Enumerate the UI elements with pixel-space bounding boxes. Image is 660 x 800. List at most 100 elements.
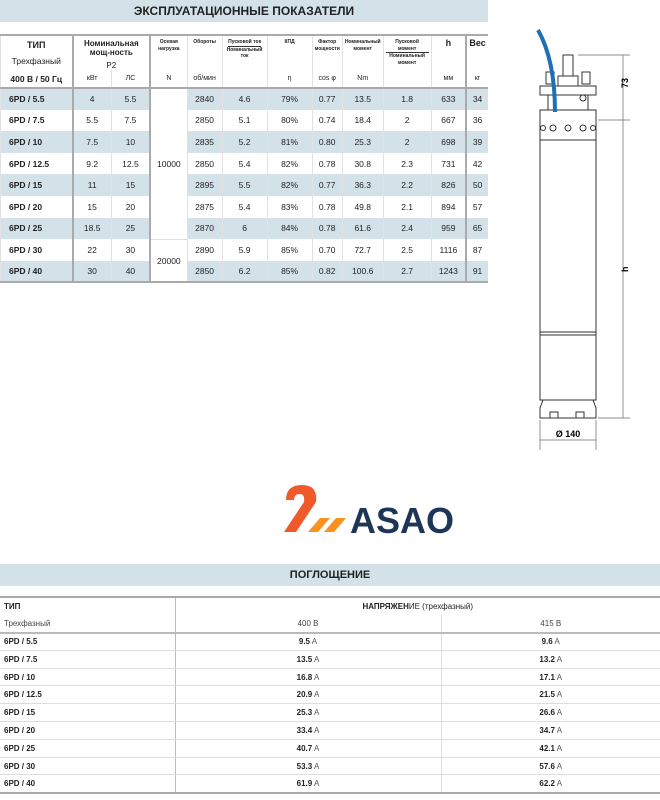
torque-cell: 100.6 — [341, 260, 384, 283]
start-current-cell: 5.4 — [221, 195, 268, 218]
unit-blank — [382, 70, 432, 89]
pf-cell: 0.70 — [311, 239, 343, 261]
model-cell: 6PD / 15 — [0, 703, 175, 723]
h-cell: 667 — [430, 109, 467, 132]
weight-cell: 65 — [465, 217, 488, 240]
abs-col-400: 400 В — [174, 614, 441, 634]
absorption-title: ПОГЛОЩЕНИЕ — [0, 564, 660, 586]
rpm-cell: 2870 — [186, 217, 223, 240]
start-current-cell: 6 — [221, 217, 268, 240]
col-power: Номинальная мощ-ность P2 — [71, 35, 151, 70]
current-400-cell: 33.4 A — [174, 721, 441, 740]
current-415-cell: 57.6 A — [440, 757, 660, 776]
model-cell: 6PD / 5.5 — [0, 88, 73, 110]
pf-cell: 0.78 — [311, 217, 343, 240]
col-start-torque: Пусковой момент Номинальный момент — [382, 35, 432, 70]
table-row: 6PD / 10 7.5 10 2835 5.2 81% 0.80 25.3 2 698 39 — [0, 131, 488, 153]
hp-cell: 25 — [110, 217, 151, 240]
eff-cell: 82% — [266, 174, 313, 196]
eff-cell: 81% — [266, 131, 313, 153]
hp-cell: 20 — [110, 195, 151, 218]
weight-cell: 87 — [465, 239, 488, 261]
weight-cell: 39 — [465, 131, 488, 153]
start-current-cell: 4.6 — [221, 88, 268, 110]
model-cell: 6PD / 20 — [0, 721, 175, 740]
current-415-cell: 26.6 A — [440, 703, 660, 723]
model-cell: 6PD / 30 — [0, 239, 73, 261]
abs-col-voltage: НАПРЯЖЕНИЕ (трехфазный) — [174, 597, 660, 615]
current-400-cell: 13.5 A — [174, 650, 441, 669]
table-row: 6PD / 7.5 5.5 7.5 2850 5.1 80% 0.74 18.4 2 667 36 — [0, 109, 488, 132]
type-unit: 400 В / 50 Гц — [0, 70, 73, 89]
table-row: 6PD / 30 53.3 A 57.6 A — [0, 757, 660, 776]
rpm-cell: 2840 — [186, 88, 223, 110]
table-row: 6PD / 12.5 9.2 12.5 2850 5.4 82% 0.78 30.8 2.3 73… — [0, 152, 488, 175]
model-cell: 6PD / 40 — [0, 774, 175, 794]
col-h: h — [430, 35, 467, 70]
eff-cell: 84% — [266, 217, 313, 240]
col-start-current: Пусковой ток Номинальный ток — [221, 35, 268, 70]
start-torque-cell: 2.5 — [382, 239, 432, 261]
unit-blank — [221, 70, 268, 89]
col-eff: КПД — [266, 35, 313, 70]
rpm-cell: 2895 — [186, 174, 223, 196]
table-row: 6PD / 40 30 40 2850 6.2 85% 0.82 100.6 2.7 1243 91 — [0, 260, 488, 283]
logo-text: ASAO — [350, 500, 454, 535]
h-cell: 698 — [430, 131, 467, 153]
model-cell: 6PD / 5.5 — [0, 632, 175, 651]
table-row: 6PD / 15 25.3 A 26.6 A — [0, 703, 660, 723]
torque-cell: 13.5 — [341, 88, 384, 110]
dim-top: 73 — [620, 78, 630, 88]
table-row: 6PD / 25 18.5 25 2870 6 84% 0.78 61.6 2.4 959 65 — [0, 217, 488, 240]
model-cell: 6PD / 10 — [0, 668, 175, 687]
current-415-cell: 42.1 A — [440, 739, 660, 758]
start-torque-cell: 2 — [382, 131, 432, 153]
rpm-cell: 2875 — [186, 195, 223, 218]
eff-cell: 79% — [266, 88, 313, 110]
table-row: 6PD / 7.5 13.5 A 13.2 A — [0, 650, 660, 669]
model-cell: 6PD / 40 — [0, 260, 73, 283]
pf-cell: 0.78 — [311, 152, 343, 175]
h-cell: 731 — [430, 152, 467, 175]
current-400-cell: 40.7 A — [174, 739, 441, 758]
model-cell: 6PD / 7.5 — [0, 109, 73, 132]
current-400-cell: 61.9 A — [174, 774, 441, 794]
rpm-cell: 2850 — [186, 109, 223, 132]
current-400-cell: 53.3 A — [174, 757, 441, 776]
kw-cell: 22 — [71, 239, 112, 261]
h-cell: 959 — [430, 217, 467, 240]
kw-cell: 7.5 — [71, 131, 112, 153]
table-row: 6PD / 10 16.8 A 17.1 A — [0, 668, 660, 687]
pf-cell: 0.78 — [311, 195, 343, 218]
current-400-cell: 20.9 A — [174, 685, 441, 705]
current-415-cell: 62.2 A — [440, 774, 660, 794]
weight-cell: 57 — [465, 195, 488, 218]
current-415-cell: 9.6 A — [440, 632, 660, 651]
rpm-cell: 2890 — [186, 239, 223, 261]
unit-weight: кг — [465, 70, 488, 89]
pump-motor-drawing: 73 h Ø 140 — [536, 29, 630, 450]
unit-rpm: об/мин — [186, 70, 223, 89]
table-row: 6PD / 20 33.4 A 34.7 A — [0, 721, 660, 740]
hp-cell: 15 — [110, 174, 151, 196]
eff-cell: 82% — [266, 152, 313, 175]
unit-hp: ЛС — [110, 70, 151, 89]
current-400-cell: 16.8 A — [174, 668, 441, 687]
weight-cell: 34 — [465, 88, 488, 110]
pf-cell: 0.77 — [311, 174, 343, 196]
start-current-cell: 5.1 — [221, 109, 268, 132]
model-cell: 6PD / 15 — [0, 174, 73, 196]
cable — [536, 29, 557, 113]
rpm-cell: 2850 — [186, 152, 223, 175]
model-cell: 6PD / 12.5 — [0, 685, 175, 705]
dim-diameter: Ø 140 — [556, 429, 581, 439]
hp-cell: 7.5 — [110, 109, 151, 132]
table-row: 6PD / 12.5 20.9 A 21.5 A — [0, 685, 660, 705]
table-row: 6PD / 40 61.9 A 62.2 A — [0, 774, 660, 794]
kw-cell: 18.5 — [71, 217, 112, 240]
current-415-cell: 34.7 A — [440, 721, 660, 740]
model-cell: 6PD / 25 — [0, 217, 73, 240]
start-torque-cell: 2.1 — [382, 195, 432, 218]
hp-cell: 30 — [110, 239, 151, 261]
pf-cell: 0.74 — [311, 109, 343, 132]
